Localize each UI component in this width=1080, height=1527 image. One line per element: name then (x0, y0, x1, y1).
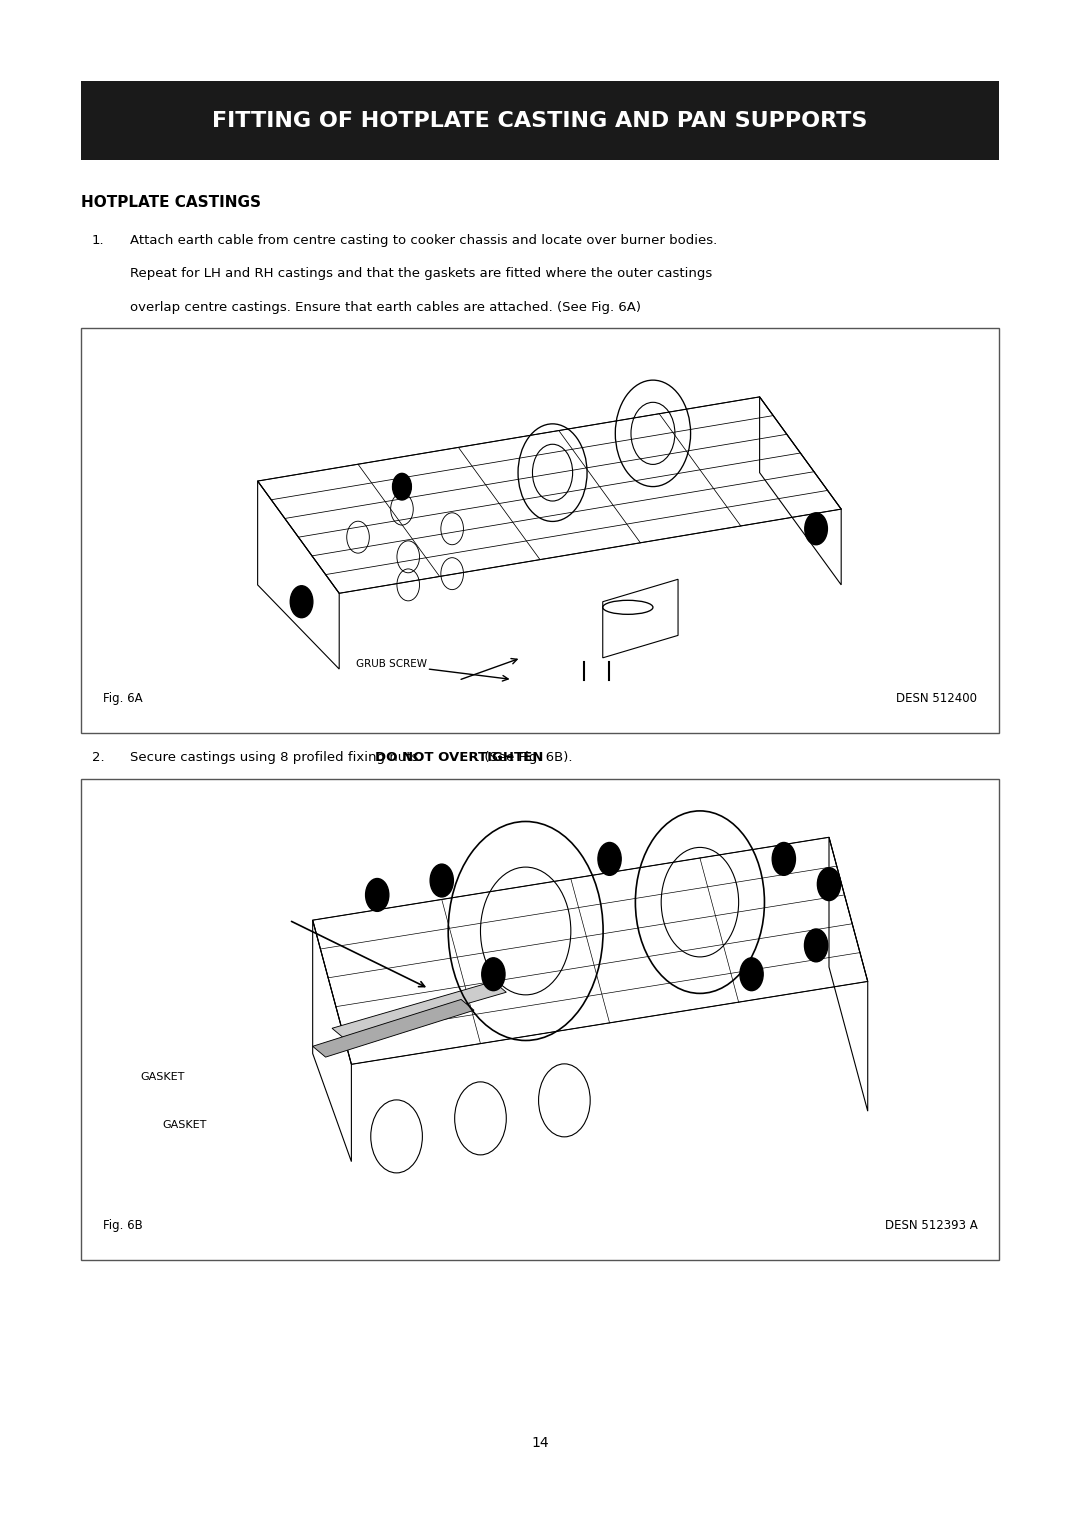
Text: 14: 14 (531, 1435, 549, 1451)
Text: . (See Fig. 6B).: . (See Fig. 6B). (476, 751, 572, 765)
Polygon shape (332, 982, 507, 1038)
Bar (92, 344, 988, 718)
Bar (81, 81, 999, 160)
Polygon shape (313, 1000, 474, 1057)
Text: DO NOT OVERTIGHTEN: DO NOT OVERTIGHTEN (375, 751, 543, 765)
Text: DESN 512393 A: DESN 512393 A (885, 1219, 977, 1232)
Bar (81, 779, 999, 1260)
Circle shape (430, 864, 454, 896)
Text: Repeat for LH and RH castings and that the gaskets are fitted where the outer ca: Repeat for LH and RH castings and that t… (130, 267, 712, 281)
Circle shape (805, 928, 827, 962)
Circle shape (805, 513, 827, 545)
Text: FITTING OF HOTPLATE CASTING AND PAN SUPPORTS: FITTING OF HOTPLATE CASTING AND PAN SUPP… (213, 110, 867, 131)
Text: GASKET: GASKET (140, 1072, 185, 1083)
Circle shape (818, 867, 840, 901)
Bar (81, 328, 999, 733)
Text: Attach earth cable from centre casting to cooker chassis and locate over burner : Attach earth cable from centre casting t… (130, 234, 717, 247)
Text: Fig. 6A: Fig. 6A (103, 692, 143, 705)
Text: DESN 512400: DESN 512400 (896, 692, 977, 705)
Text: 1.: 1. (92, 234, 105, 247)
Circle shape (482, 957, 505, 991)
Circle shape (772, 843, 796, 875)
Circle shape (291, 586, 313, 618)
Bar (92, 794, 988, 1245)
Circle shape (740, 957, 764, 991)
Circle shape (366, 878, 389, 912)
Circle shape (392, 473, 411, 499)
Text: 2.: 2. (92, 751, 105, 765)
Text: Secure castings using 8 profiled fixing nuts.: Secure castings using 8 profiled fixing … (130, 751, 427, 765)
Text: HOTPLATE CASTINGS: HOTPLATE CASTINGS (81, 195, 261, 211)
Text: overlap centre castings. Ensure that earth cables are attached. (See Fig. 6A): overlap centre castings. Ensure that ear… (130, 301, 640, 315)
Text: GRUB SCREW: GRUB SCREW (356, 658, 428, 669)
Circle shape (598, 843, 621, 875)
Text: GASKET: GASKET (162, 1121, 206, 1130)
Text: Fig. 6B: Fig. 6B (103, 1219, 143, 1232)
